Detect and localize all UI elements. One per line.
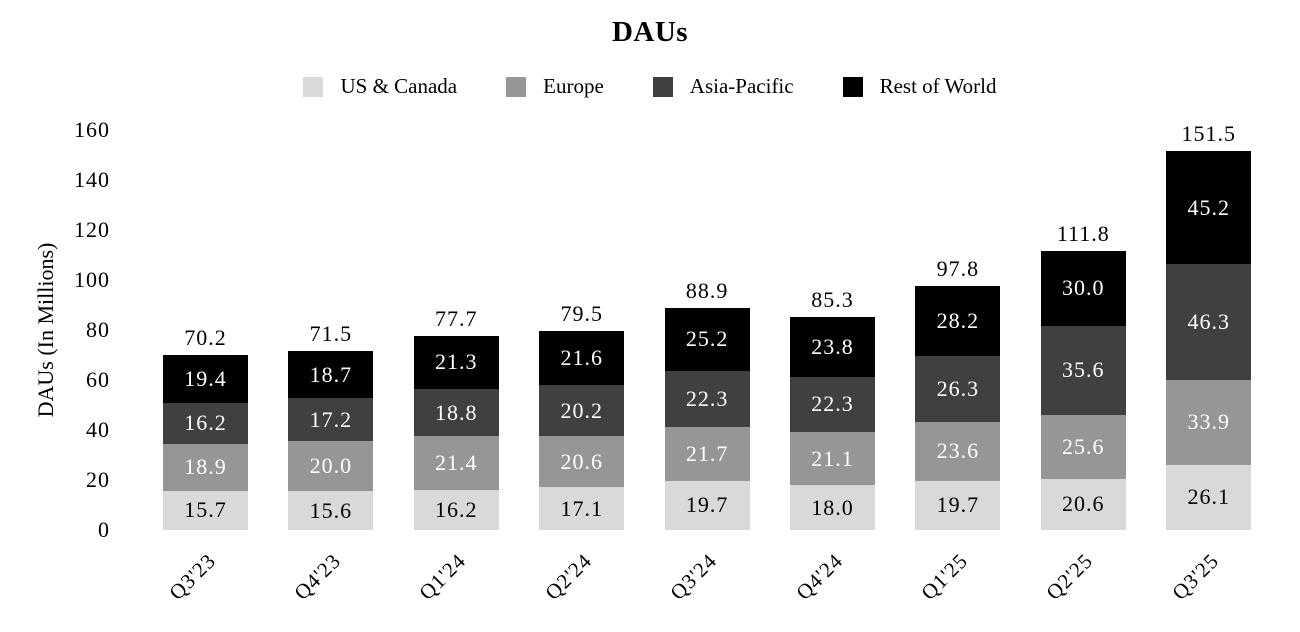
bar-segment-rest-of-world: 25.2	[664, 307, 750, 371]
bar-segment-asia-pacific: 16.2	[163, 403, 248, 444]
y-tick-label: 100	[74, 267, 110, 292]
bar-segment-us-canada: 15.7	[163, 490, 248, 530]
bar-segment-rest-of-world: 21.3	[413, 335, 499, 389]
bar-q4-24: 18.0 21.1 22.3 23.8	[790, 317, 875, 530]
bar-total-label: 111.8	[1056, 220, 1110, 246]
bar-segment-asia-pacific: 20.2	[539, 385, 625, 436]
bar-segment-rest-of-world: 45.2	[1166, 151, 1252, 265]
bar-segment-asia-pacific: 18.8	[413, 389, 499, 436]
bar-total-label: 71.5	[309, 321, 353, 347]
bar-q3-23: 15.7 18.9 16.2 19.4	[163, 354, 248, 530]
bar-segment-asia-pacific: 35.6	[1040, 325, 1126, 415]
bar-q1-25: 19.7 23.6 26.3 28.2	[915, 285, 1001, 530]
legend-item-rest-of-world: Rest of World	[842, 74, 997, 99]
bar-q2-24: 17.1 20.6 20.2 21.6	[539, 331, 625, 530]
x-tick-label: Q3'24	[665, 548, 722, 605]
x-tick-label: Q3'23	[163, 548, 220, 605]
legend-label: Rest of World	[879, 74, 997, 98]
legend-swatch-us-canada	[303, 76, 324, 97]
bar-segment-europe: 21.4	[413, 436, 499, 490]
bar-total-label: 151.5	[1181, 121, 1236, 147]
bar-segment-us-canada: 15.6	[288, 491, 374, 530]
bar-segment-europe: 33.9	[1166, 380, 1252, 465]
legend-label: Europe	[543, 74, 604, 98]
bar-segment-us-canada: 18.0	[790, 485, 875, 530]
bar-segment-asia-pacific: 26.3	[915, 356, 1001, 422]
y-tick-label: 80	[86, 317, 110, 342]
bar-segment-europe: 21.1	[790, 432, 875, 485]
bar-q3-25: 26.1 33.9 46.3 45.2	[1166, 151, 1252, 530]
bar-q3-24: 19.7 21.7 22.3 25.2	[664, 307, 750, 530]
legend: US & Canada Europe Asia-Pacific Rest of Wor…	[0, 74, 1300, 99]
y-tick-label: 120	[74, 217, 110, 242]
bar-total-label: 97.8	[936, 255, 980, 281]
legend-swatch-rest-of-world	[842, 76, 863, 97]
y-tick-label: 20	[86, 467, 110, 492]
bar-segment-rest-of-world: 28.2	[915, 285, 1001, 356]
bar-segment-us-canada: 26.1	[1166, 464, 1252, 530]
bar-total-label: 70.2	[184, 324, 227, 350]
bar-segment-us-canada: 17.1	[539, 487, 625, 530]
bar-segment-rest-of-world: 19.4	[163, 354, 248, 403]
bar-segment-europe: 21.7	[664, 426, 750, 481]
legend-swatch-europe	[506, 76, 527, 97]
bar-total-label: 77.7	[435, 305, 478, 331]
legend-item-asia-pacific: Asia-Pacific	[652, 74, 794, 99]
bar-segment-europe: 20.0	[288, 441, 374, 491]
bar-segment-asia-pacific: 17.2	[288, 398, 374, 441]
x-tick-label: Q1'24	[414, 548, 471, 605]
bar-segment-rest-of-world: 21.6	[539, 331, 625, 386]
bar-segment-europe: 23.6	[915, 421, 1001, 481]
legend-item-europe: Europe	[506, 74, 604, 99]
bar-segment-europe: 18.9	[163, 443, 248, 491]
y-tick-label: 40	[86, 417, 110, 442]
bar-segment-rest-of-world: 23.8	[790, 317, 875, 377]
bar-segment-rest-of-world: 30.0	[1040, 250, 1126, 326]
legend-label: Asia-Pacific	[689, 74, 794, 98]
y-tick-label: 0	[98, 517, 110, 542]
bar-q4-23: 15.6 20.0 17.2 18.7	[288, 351, 374, 530]
bar-segment-asia-pacific: 22.3	[790, 376, 875, 433]
bar-segment-rest-of-world: 18.7	[288, 351, 374, 398]
bar-total-label: 88.9	[685, 277, 729, 303]
x-tick-label: Q2'25	[1041, 548, 1098, 605]
chart-title: DAUs	[611, 16, 689, 48]
bar-segment-europe: 20.6	[539, 435, 625, 488]
bar-total-label: 85.3	[811, 287, 854, 312]
bar-segment-us-canada: 20.6	[1040, 478, 1126, 530]
y-tick-label: 140	[74, 167, 110, 192]
x-tick-label: Q4'24	[790, 548, 847, 605]
y-tick-label: 60	[86, 367, 110, 392]
bar-segment-europe: 25.6	[1040, 414, 1126, 479]
x-tick-label: Q4'23	[289, 548, 346, 605]
bar-segment-asia-pacific: 46.3	[1166, 264, 1252, 380]
legend-swatch-asia-pacific	[652, 76, 673, 97]
bar-total-label: 79.5	[560, 301, 603, 327]
x-tick-label: Q3'25	[1166, 548, 1224, 605]
legend-item-us-canada: US & Canada	[303, 74, 457, 99]
bar-q2-25: 20.6 25.6 35.6 30.0	[1040, 250, 1126, 530]
bar-segment-us-canada: 16.2	[413, 489, 499, 530]
x-tick-label: Q1'25	[916, 548, 973, 605]
bar-segment-us-canada: 19.7	[915, 480, 1001, 530]
bar-segment-asia-pacific: 22.3	[664, 370, 750, 427]
y-tick-label: 160	[74, 117, 110, 142]
x-tick-label: Q2'24	[539, 548, 597, 605]
legend-label: US & Canada	[340, 74, 458, 98]
bar-segment-us-canada: 19.7	[664, 480, 750, 530]
bar-q1-24: 16.2 21.4 18.8 21.3	[413, 335, 499, 530]
